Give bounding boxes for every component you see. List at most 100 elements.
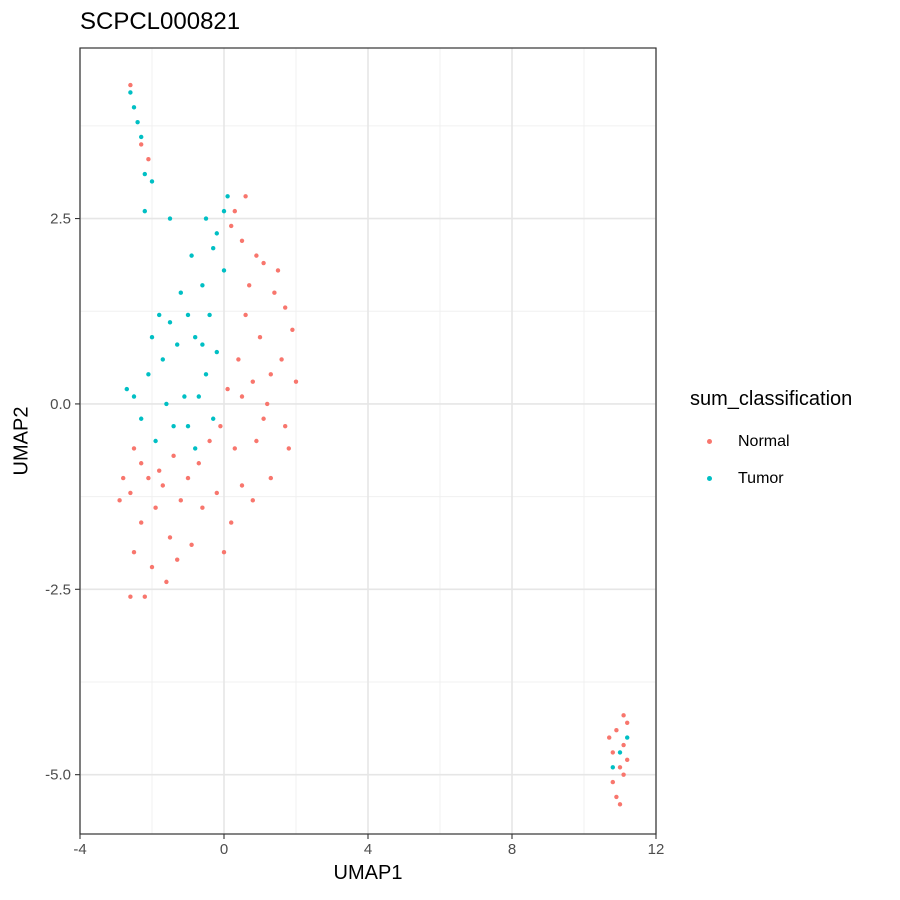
data-point-tumor — [196, 394, 201, 399]
data-point-tumor — [207, 312, 212, 318]
data-point-normal — [254, 253, 259, 258]
data-point-tumor — [149, 334, 155, 340]
y-axis-label: UMAP2 — [10, 406, 33, 476]
data-point-tumor — [193, 446, 198, 451]
data-point-normal — [607, 735, 612, 740]
data-point-normal — [247, 283, 252, 288]
data-point-tumor — [160, 357, 165, 362]
data-point-normal — [229, 223, 234, 229]
data-point-tumor — [164, 401, 169, 407]
data-point-normal — [293, 379, 299, 384]
data-point-tumor — [200, 283, 205, 288]
x-tick-label: 12 — [648, 841, 665, 858]
data-point-normal — [139, 520, 144, 525]
x-tick-label: 8 — [508, 841, 516, 858]
data-point-normal — [196, 461, 201, 466]
legend-label-tumor: Tumor — [738, 469, 784, 487]
y-tick-label: -2.5 — [45, 581, 71, 598]
chart-title: SCPCL000821 — [80, 8, 241, 35]
data-point-tumor — [167, 216, 173, 221]
data-point-normal — [614, 794, 619, 800]
data-point-normal — [621, 772, 626, 777]
data-point-tumor — [189, 253, 194, 258]
y-tick-label: 2.5 — [50, 211, 71, 228]
data-point-tumor — [182, 394, 187, 399]
data-point-normal — [128, 82, 133, 88]
x-tick-label: 4 — [364, 841, 372, 858]
x-axis-label: UMAP1 — [333, 862, 403, 884]
data-point-tumor — [625, 735, 630, 740]
data-point-normal — [254, 438, 259, 444]
data-point-normal — [218, 423, 223, 429]
data-point-tumor — [200, 342, 205, 347]
legend-key-tumor — [707, 476, 712, 481]
data-point-normal — [617, 802, 623, 807]
data-point-normal — [153, 505, 158, 510]
data-point-normal — [167, 535, 173, 540]
data-point-tumor — [171, 423, 176, 429]
data-point-normal — [250, 498, 255, 503]
data-point-normal — [257, 334, 263, 340]
data-point-tumor — [167, 320, 173, 325]
data-point-normal — [146, 475, 151, 481]
data-point-tumor — [203, 372, 209, 377]
data-point-normal — [207, 438, 212, 444]
data-point-tumor — [203, 216, 209, 221]
data-point-normal — [243, 312, 248, 318]
data-point-tumor — [124, 386, 129, 392]
data-point-normal — [625, 720, 630, 725]
data-point-tumor — [153, 438, 158, 444]
data-point-tumor — [221, 268, 227, 273]
data-point-tumor — [139, 134, 144, 140]
data-point-tumor — [175, 342, 180, 347]
data-point-tumor — [142, 208, 147, 214]
y-tick-label: 0.0 — [50, 396, 71, 413]
data-point-normal — [265, 401, 270, 407]
data-point-normal — [275, 268, 281, 273]
data-point-normal — [128, 594, 133, 599]
data-point-normal — [261, 416, 266, 421]
legend: sum_classification Normal Tumor — [690, 388, 852, 497]
data-point-normal — [625, 757, 630, 763]
data-point-normal — [121, 475, 126, 481]
data-point-normal — [268, 372, 273, 377]
data-point-normal — [232, 208, 237, 214]
data-point-normal — [178, 498, 183, 503]
data-point-normal — [117, 498, 122, 503]
data-point-tumor — [185, 312, 191, 318]
data-point-normal — [239, 483, 245, 488]
data-point-tumor — [146, 372, 151, 377]
legend-label-normal: Normal — [738, 432, 790, 450]
data-point-tumor — [178, 290, 183, 295]
data-point-normal — [290, 327, 295, 332]
data-point-normal — [142, 594, 147, 599]
data-point-tumor — [225, 194, 230, 199]
data-point-normal — [614, 727, 619, 733]
data-point-tumor — [610, 765, 615, 770]
data-point-normal — [272, 290, 277, 295]
legend-key-normal — [707, 439, 712, 444]
data-point-tumor — [211, 246, 216, 251]
data-point-normal — [610, 750, 615, 755]
data-point-normal — [621, 713, 626, 718]
data-point-normal — [221, 550, 227, 555]
data-point-normal — [200, 505, 205, 510]
data-point-normal — [189, 542, 194, 548]
data-point-normal — [621, 742, 626, 748]
data-point-normal — [139, 461, 144, 466]
data-point-normal — [171, 453, 176, 459]
data-point-normal — [185, 475, 191, 481]
data-point-normal — [131, 550, 137, 555]
data-point-normal — [239, 394, 245, 399]
data-point-normal — [283, 423, 288, 429]
data-point-tumor — [185, 423, 191, 429]
data-point-tumor — [128, 90, 133, 95]
data-point-tumor — [131, 394, 137, 399]
data-point-normal — [229, 520, 234, 525]
data-point-normal — [139, 142, 144, 147]
data-point-normal — [232, 446, 237, 451]
legend-title: sum_classification — [690, 388, 853, 410]
data-point-tumor — [131, 105, 137, 110]
